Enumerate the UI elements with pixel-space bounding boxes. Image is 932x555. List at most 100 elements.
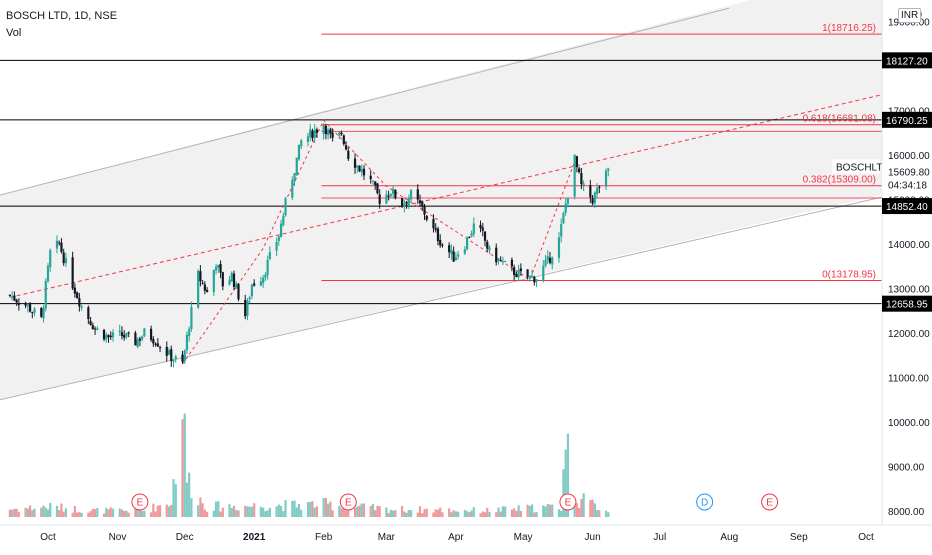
volume-bar[interactable] (544, 506, 547, 517)
candle-body[interactable] (96, 328, 99, 330)
candle-body[interactable] (237, 283, 240, 300)
volume-bar[interactable] (394, 510, 397, 517)
volume-bar[interactable] (217, 501, 220, 517)
candle-body[interactable] (300, 140, 303, 147)
volume-bar[interactable] (15, 508, 18, 517)
candle-body[interactable] (127, 332, 130, 334)
candle-body[interactable] (439, 239, 442, 246)
channel-upper-line[interactable] (0, 7, 730, 196)
event-marker-4[interactable] (761, 493, 779, 511)
candle-body[interactable] (533, 276, 536, 283)
volume-bar[interactable] (284, 500, 287, 517)
candle-body[interactable] (136, 339, 139, 348)
volume-bar[interactable] (465, 511, 469, 517)
candle-body[interactable] (42, 307, 45, 319)
volume-bar[interactable] (73, 506, 76, 517)
candle-body[interactable] (497, 258, 500, 261)
candle-body[interactable] (338, 131, 341, 137)
candle-body[interactable] (40, 307, 43, 317)
candle-body[interactable] (203, 284, 206, 291)
volume-bar[interactable] (214, 501, 218, 517)
candle-body[interactable] (262, 277, 265, 284)
volume-bar[interactable] (11, 509, 14, 517)
volume-bar[interactable] (607, 512, 610, 517)
candle-body[interactable] (481, 227, 484, 231)
volume-bar[interactable] (515, 510, 518, 517)
volume-bar[interactable] (313, 507, 316, 517)
volume-bar[interactable] (528, 505, 531, 517)
volume-bar[interactable] (26, 508, 29, 517)
volume-bar[interactable] (495, 512, 498, 517)
volume-bar[interactable] (306, 502, 310, 517)
event-marker-3[interactable] (696, 493, 714, 511)
event-marker-0[interactable] (131, 493, 149, 511)
candle-body[interactable] (454, 257, 457, 261)
volume-bar[interactable] (228, 504, 231, 517)
volume-bar[interactable] (282, 511, 285, 517)
volume-bar[interactable] (136, 509, 139, 517)
candle-body[interactable] (528, 275, 531, 279)
volume-bar[interactable] (127, 512, 130, 517)
volume-bar[interactable] (31, 510, 34, 517)
candle-body[interactable] (293, 173, 296, 182)
volume-bar[interactable] (371, 503, 375, 517)
candle-body[interactable] (360, 169, 363, 173)
volume-bar[interactable] (158, 505, 162, 517)
candle-body[interactable] (376, 183, 379, 194)
candle-body[interactable] (266, 259, 269, 275)
candle-body[interactable] (11, 296, 14, 298)
volume-bar[interactable] (425, 508, 428, 517)
volume-bar[interactable] (248, 506, 251, 517)
volume-bar[interactable] (250, 506, 254, 517)
volume-bar[interactable] (152, 503, 155, 517)
candle-body[interactable] (78, 298, 81, 307)
candle-body[interactable] (593, 192, 596, 204)
volume-bar[interactable] (510, 509, 514, 517)
volume-bar[interactable] (232, 505, 236, 517)
volume-bar[interactable] (566, 433, 570, 517)
candle-body[interactable] (181, 354, 184, 362)
candle-body[interactable] (513, 267, 516, 275)
candle-body[interactable] (483, 231, 487, 241)
volume-bar[interactable] (300, 509, 303, 517)
candle-body[interactable] (158, 347, 162, 349)
volume-bar[interactable] (470, 510, 473, 517)
volume-bar[interactable] (118, 508, 121, 517)
volume-bar[interactable] (389, 509, 392, 517)
candle-body[interactable] (499, 260, 502, 262)
candle-body[interactable] (49, 250, 52, 267)
volume-bar[interactable] (450, 512, 453, 517)
volume-bar[interactable] (530, 504, 534, 517)
volume-bar[interactable] (295, 507, 298, 517)
volume-bar[interactable] (578, 507, 581, 517)
volume-bar[interactable] (40, 507, 43, 517)
candle-body[interactable] (143, 328, 146, 337)
candle-body[interactable] (432, 218, 435, 229)
volume-bar[interactable] (479, 513, 482, 517)
candle-body[interactable] (313, 130, 316, 138)
candle-body[interactable] (595, 187, 599, 194)
volume-bar[interactable] (403, 511, 406, 517)
volume-bar[interactable] (374, 510, 377, 517)
candle-body[interactable] (551, 257, 554, 265)
volume-bar[interactable] (156, 505, 159, 517)
volume-bar[interactable] (560, 510, 563, 517)
volume-bar[interactable] (340, 508, 343, 517)
volume-bar[interactable] (197, 505, 200, 517)
volume-bar[interactable] (201, 503, 204, 517)
volume-bar[interactable] (138, 509, 141, 517)
candle-body[interactable] (149, 328, 153, 340)
volume-bar[interactable] (416, 512, 419, 517)
volume-bar[interactable] (109, 507, 112, 517)
candle-body[interactable] (93, 328, 97, 330)
candle-body[interactable] (80, 306, 83, 308)
volume-bar[interactable] (322, 498, 325, 517)
candle-body[interactable] (392, 188, 395, 194)
volume-bar[interactable] (548, 504, 552, 517)
volume-bar[interactable] (486, 507, 489, 517)
volume-bar[interactable] (49, 502, 52, 517)
volume-bar[interactable] (293, 500, 296, 517)
volume-bar[interactable] (501, 506, 505, 517)
candle-body[interactable] (154, 343, 157, 345)
